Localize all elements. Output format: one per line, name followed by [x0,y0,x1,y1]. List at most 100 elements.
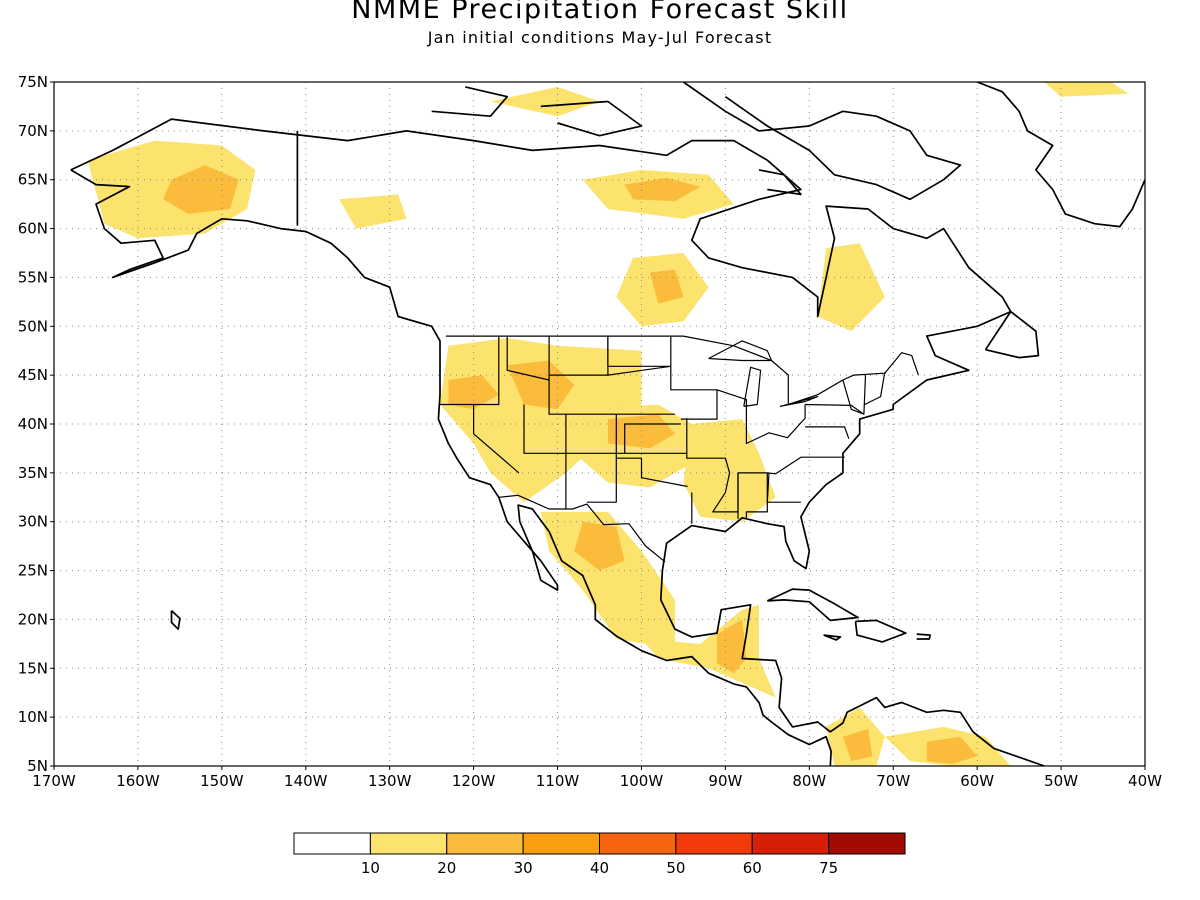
lat-tick-label: 5N [27,757,48,775]
colorbar-swatch [675,832,753,855]
border-line [506,336,550,381]
coastline [170,609,181,631]
border-line [708,340,773,362]
lat-tick-label: 50N [18,317,48,335]
coastline [758,169,802,196]
border-line [548,375,675,415]
coastline [766,588,859,622]
skill-shading [87,82,1129,766]
skill-region-22 [926,736,978,764]
page-subtitle: Jan initial conditions May-Jul Forecast [427,28,773,47]
lon-tick-label: 60W [960,772,994,790]
skill-region-1 [163,165,239,214]
skill-region-4 [624,177,701,202]
lat-tick-label: 45N [18,366,48,384]
longitude-labels: 170W 160W 150W 140W 130W 120W 110W 100W 90W 80W 70… [32,772,1162,790]
lon-tick-label: 110W [536,772,580,790]
skill-region-10 [507,360,575,410]
border-line [616,457,688,488]
colorbar-label: 20 [437,859,456,877]
border-line [779,396,819,407]
lon-tick-label: 40W [1128,772,1162,790]
lat-tick-label: 40N [18,415,48,433]
coastline [854,619,907,643]
lat-tick-label: 65N [18,171,48,189]
colorbar-swatch [369,832,448,855]
border-line [670,336,718,420]
colorbar-swatch [293,832,371,855]
lon-tick-label: 170W [32,772,76,790]
coastline [916,633,932,640]
border-line [440,336,500,406]
lat-tick-label: 55N [18,268,48,286]
page-title: NMME Precipitation Forecast Skill [351,0,849,25]
colorbar-label: 40 [590,859,609,877]
map-frame [53,81,1146,767]
colorbar: 10 20 30 40 50 60 75 [293,832,906,877]
colorbar-swatch [522,832,601,855]
skill-region-15 [540,511,675,649]
colorbar-label: 75 [819,859,838,877]
skill-region-18 [717,619,747,674]
lat-tick-label: 60N [18,220,48,238]
colorbar-label: 30 [514,859,533,877]
coastline [431,86,509,118]
lat-tick-label: 30N [18,513,48,531]
coastlines [70,82,1145,766]
lon-tick-label: 50W [1044,772,1078,790]
latitude-labels: 75N 70N 65N 60N 55N 50N 45N 40N 35N 30N 25N 20N 15N 1… [18,73,48,775]
border-line [842,375,867,415]
colorbar-label: 10 [361,859,380,877]
border-line [586,414,617,503]
colorbar-swatch [751,832,830,855]
border-line [686,418,845,513]
lat-tick-label: 15N [18,659,48,677]
colorbar-label: 60 [743,859,762,877]
border-line [805,403,865,415]
colorbar-swatch [599,832,677,855]
coastline [70,118,1045,766]
border-line [805,426,850,439]
coastline [984,310,1040,359]
lon-tick-label: 90W [708,772,742,790]
lat-tick-label: 20N [18,610,48,628]
colorbar-label: 50 [666,859,685,877]
border-line [766,472,801,503]
lon-tick-label: 140W [284,772,328,790]
border-line [498,494,666,563]
skill-region-2 [339,194,407,229]
lon-tick-label: 100W [620,772,664,790]
border-line [473,404,520,474]
border-line [716,389,806,445]
coastline [70,169,832,766]
coastline [823,634,842,641]
coastline [682,82,962,201]
lon-tick-label: 130W [368,772,412,790]
skill-region-5 [490,86,600,117]
lat-tick-label: 70N [18,122,48,140]
lon-tick-label: 70W [876,772,910,790]
colorbar-swatch [828,832,906,855]
skill-region-23 [1044,82,1129,97]
border-line [624,423,681,454]
skill-region-7 [649,269,684,304]
colorbar-swatch [446,832,524,855]
lat-tick-label: 35N [18,464,48,482]
lon-tick-label: 160W [116,772,160,790]
lat-tick-label: 25N [18,562,48,580]
lat-tick-label: 10N [18,708,48,726]
coastline [540,100,643,137]
graticule [50,81,1146,770]
skill-region-11 [448,375,499,410]
skill-region-16 [574,521,625,571]
coastline [976,82,1145,228]
skill-region-8 [817,243,885,332]
skill-region-9 [440,338,642,503]
lon-tick-label: 150W [200,772,244,790]
lat-tick-label: 75N [18,73,48,91]
skill-region-20 [842,728,873,762]
skill-region-14 [683,419,776,522]
border-line [607,336,672,376]
lon-tick-label: 80W [792,772,826,790]
